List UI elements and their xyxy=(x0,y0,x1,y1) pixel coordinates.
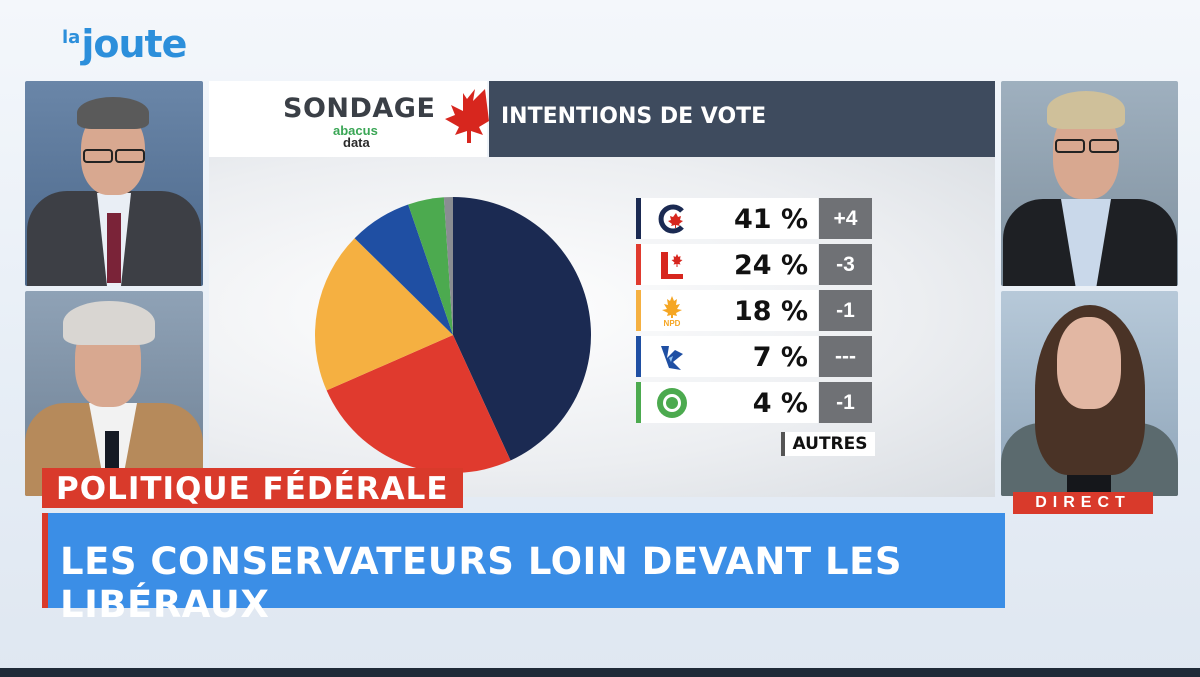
legend-color-bar xyxy=(636,290,641,331)
legend-percent: 18 % xyxy=(733,296,808,327)
logo-prefix: la xyxy=(62,27,81,48)
maple-leaf-icon xyxy=(445,89,489,143)
pollster-line1: abacus xyxy=(333,123,378,138)
pie-slice-autres xyxy=(443,197,453,335)
legend-percent: 24 % xyxy=(733,250,808,281)
video-feed-top-right xyxy=(1001,81,1178,286)
logo-main: joute xyxy=(81,22,187,66)
chart-title: INTENTIONS DE VOTE xyxy=(501,104,767,129)
legend-color-bar xyxy=(636,336,641,377)
legend-value-box: 41 % xyxy=(641,198,818,239)
video-feed-bottom-right xyxy=(1001,291,1178,496)
legend-change: +4 xyxy=(819,198,872,239)
legend-value-box: 4 % xyxy=(641,382,818,423)
poll-graphic-header: SONDAGE abacus data INTENTIONS DE VOTE xyxy=(209,81,995,157)
pollster-line2: data xyxy=(343,135,370,150)
legend-row: 24 % -3 xyxy=(636,244,872,285)
legend-value-box: 7 % xyxy=(641,336,818,377)
pie-slice-conservateur xyxy=(453,197,591,461)
bottom-strip xyxy=(0,668,1200,677)
headline-banner: LES CONSERVATEURS LOIN DEVANT LES LIBÉRA… xyxy=(42,513,1005,626)
topic-banner: POLITIQUE FÉDÉRALE xyxy=(42,468,463,508)
legend-color-bar xyxy=(636,382,641,423)
channel-logo: lajoute xyxy=(62,22,187,66)
legend-percent: 41 % xyxy=(733,204,808,235)
legend-color-bar xyxy=(636,244,641,285)
legend-change: --- xyxy=(819,336,872,377)
title-box: INTENTIONS DE VOTE xyxy=(489,81,995,157)
pie-slice-vert xyxy=(408,197,453,335)
video-feed-top-left xyxy=(25,81,203,286)
video-feed-bottom-left xyxy=(25,291,203,496)
svg-text:NPD: NPD xyxy=(664,319,681,328)
sondage-box: SONDAGE abacus data xyxy=(209,81,489,157)
legend-change: -1 xyxy=(819,382,872,423)
legend-row: 7 % --- xyxy=(636,336,872,377)
headline-text: LES CONSERVATEURS LOIN DEVANT LES LIBÉRA… xyxy=(60,540,902,626)
pollster-logo: abacus data xyxy=(333,123,378,150)
legend-change: -1 xyxy=(819,290,872,331)
legend-row: 41 % +4 xyxy=(636,198,872,239)
sondage-label: SONDAGE xyxy=(283,93,436,124)
legend-value-box: 24 % xyxy=(641,244,818,285)
legend-row: 4 % -1 xyxy=(636,382,872,423)
pie-chart xyxy=(315,197,591,473)
others-label: AUTRES xyxy=(781,432,875,456)
legend-change: -3 xyxy=(819,244,872,285)
pie-slice-lib-ral xyxy=(326,335,511,473)
live-badge: DIRECT xyxy=(1013,492,1153,514)
pie-slice-npd xyxy=(315,238,453,391)
pie-slice-bloc-qu-b-cois xyxy=(354,204,453,335)
legend-percent: 4 % xyxy=(752,388,808,419)
legend-value-box: NPD 18 % xyxy=(641,290,818,331)
legend-percent: 7 % xyxy=(752,342,808,373)
legend-color-bar xyxy=(636,198,641,239)
legend-row: NPD 18 % -1 xyxy=(636,290,872,331)
